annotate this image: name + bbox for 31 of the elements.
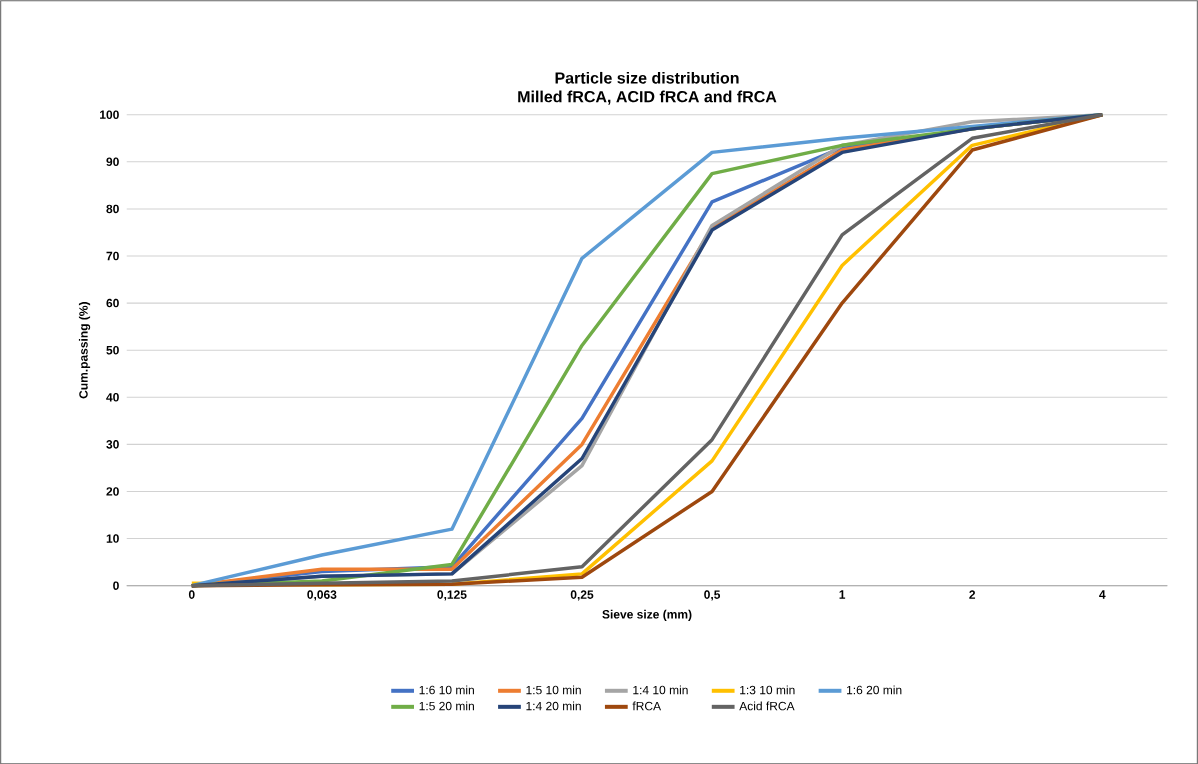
y-tick-label: 90 xyxy=(106,157,119,166)
x-tick-label: 4 xyxy=(1099,590,1106,599)
x-tick-label: 0,125 xyxy=(437,590,467,601)
legend-label: 1:4 10 min xyxy=(633,685,688,695)
y-axis-title: Cum.passing (%) xyxy=(78,301,91,399)
y-tick-label: 50 xyxy=(106,345,119,355)
x-axis-title: Sieve size (mm) xyxy=(602,609,692,621)
chart-title: Particle size distribution Milled fRCA, ACID fRCA and fRCA xyxy=(518,71,777,105)
y-tick-label: 40 xyxy=(106,392,119,402)
x-tick-label: 1 xyxy=(839,590,846,599)
x-tick-label: 0,063 xyxy=(307,590,337,601)
legend-label: 1:5 20 min xyxy=(419,701,474,711)
y-tick-label: 10 xyxy=(106,534,119,543)
legend-label: 1:5 10 min xyxy=(526,685,581,695)
y-tick-label: 20 xyxy=(106,487,119,496)
x-tick-label: 0,5 xyxy=(704,590,721,601)
y-tick-label: 70 xyxy=(106,251,119,261)
legend-label: 1:6 20 min xyxy=(847,685,902,695)
y-tick-label: 30 xyxy=(106,439,119,449)
legend-label: fRCA xyxy=(632,701,662,711)
legend-label: 1:4 20 min xyxy=(526,701,581,711)
y-tick-label: 0 xyxy=(113,581,119,590)
x-tick-label: 2 xyxy=(969,590,976,599)
x-tick-label: 0 xyxy=(188,590,195,599)
y-tick-label: 80 xyxy=(106,204,119,213)
legend-label: Acid fRCA xyxy=(739,701,795,711)
legend-label: 1:3 10 min xyxy=(740,685,795,695)
x-tick-label: 0,25 xyxy=(570,590,594,601)
y-tick-label: 100 xyxy=(100,110,119,119)
legend-label: 1:6 10 min xyxy=(419,685,474,695)
y-tick-label: 60 xyxy=(106,298,119,308)
